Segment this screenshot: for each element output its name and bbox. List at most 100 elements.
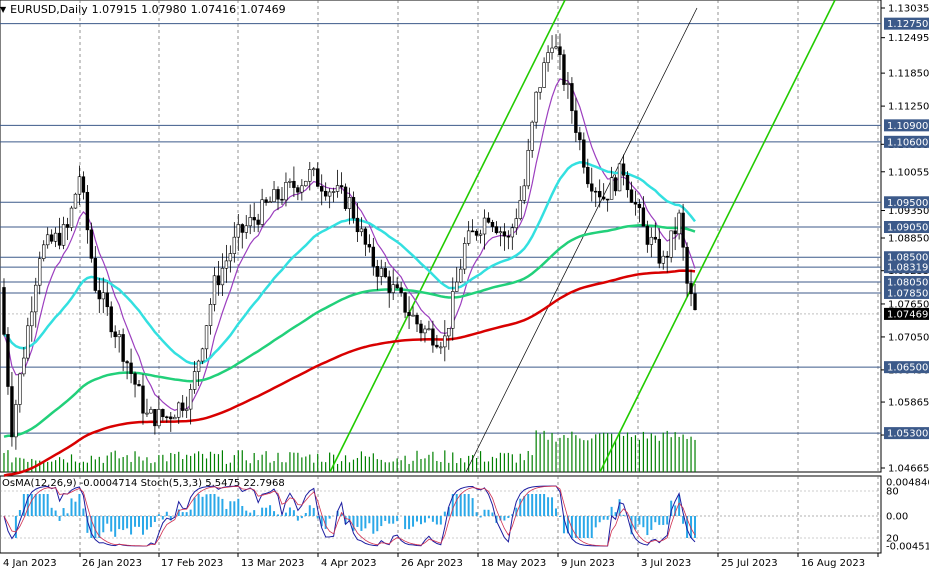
candle-body	[363, 228, 368, 245]
candle-body	[335, 185, 340, 192]
candle-body	[661, 255, 665, 264]
channel-midline[interactable]	[465, 7, 698, 473]
candle-body	[331, 191, 336, 193]
candle-body	[57, 232, 62, 246]
date-tick-label: 16 Aug 2023	[801, 558, 865, 569]
candle-body	[645, 225, 650, 245]
axis-tick-label: 1.07050	[888, 332, 929, 343]
price-level-box	[884, 361, 929, 374]
candle-body	[121, 334, 125, 362]
channel-line[interactable]	[329, 0, 566, 473]
axis-tick-label: 1.10055	[888, 167, 929, 178]
candle-body	[97, 290, 102, 300]
indicator-axis-label: 20	[886, 534, 899, 545]
price-level-box	[884, 17, 929, 30]
candle-body	[673, 230, 677, 235]
candle-body	[653, 236, 658, 240]
candle-body	[574, 110, 578, 133]
trend-channels[interactable]	[329, 0, 836, 473]
candle-body	[566, 83, 570, 85]
close-value: 1.07469	[240, 2, 286, 16]
candle-body	[149, 409, 153, 414]
price-level-label: 1.10900	[887, 121, 928, 132]
candle-body	[157, 409, 161, 427]
candle-body	[276, 189, 280, 200]
candle-body	[514, 218, 519, 229]
stoch-line	[3, 485, 696, 547]
price-level-box	[884, 307, 929, 320]
candle-body	[641, 207, 646, 227]
candle-body	[165, 416, 169, 419]
price-level-label: 1.07850	[887, 288, 928, 299]
candle-body	[621, 163, 626, 176]
candle-body	[570, 83, 574, 112]
candle-body	[411, 314, 415, 317]
candle-body	[316, 168, 320, 187]
axis-tick-label: 1.09350	[888, 206, 929, 217]
candle-body	[264, 199, 268, 203]
candle-body	[371, 246, 376, 267]
candle-body	[256, 219, 260, 225]
price-level-box	[884, 135, 929, 148]
moving-averages	[3, 78, 696, 477]
candle-body	[101, 292, 105, 300]
candle-body	[30, 311, 34, 327]
candle-body	[161, 409, 165, 418]
candle-body	[399, 287, 403, 293]
date-tick-label: 25 Jul 2023	[721, 558, 778, 569]
indicator-axis-label: 0.00	[886, 512, 908, 523]
candle-body	[26, 325, 30, 359]
candle-body	[462, 243, 467, 270]
candle-body	[510, 227, 515, 238]
candle-body	[308, 169, 312, 182]
candle-body	[427, 328, 431, 331]
candle-body	[181, 402, 185, 411]
candle-body	[355, 217, 360, 233]
candle-body	[6, 334, 10, 387]
candle-body	[153, 409, 157, 427]
candle-body	[447, 328, 451, 337]
candle-body	[61, 224, 66, 246]
axis-tick-label: 1.04665	[888, 464, 929, 475]
candle-body	[407, 312, 411, 316]
candle-body	[69, 207, 74, 228]
menu-triangle-icon[interactable]: ▼	[0, 4, 7, 14]
indicator-pane-border	[0, 475, 882, 554]
candle-body	[518, 200, 522, 219]
candle-body	[526, 150, 530, 187]
price-level-label: 1.08050	[887, 277, 928, 288]
candle-body	[395, 284, 399, 289]
candle-body	[323, 190, 328, 197]
candle-body	[681, 212, 685, 248]
candle-body	[586, 166, 590, 185]
candle-body	[65, 224, 70, 228]
date-tick-label: 9 Jun 2023	[561, 558, 615, 569]
price-level-box	[884, 119, 929, 132]
candle-body	[466, 230, 471, 244]
candle-body	[204, 325, 209, 350]
price-level-label: 1.12750	[887, 19, 928, 30]
candle-body	[530, 121, 534, 151]
price-level-label: 1.09050	[887, 223, 928, 234]
candle-body	[550, 47, 554, 53]
date-tick-label: 4 Apr 2023	[321, 558, 376, 569]
candle-body	[470, 230, 475, 233]
candle-body	[502, 231, 507, 237]
candle-body	[590, 183, 594, 192]
candle-body	[188, 389, 193, 410]
indicator-axis-label: 0.0048468	[886, 478, 929, 489]
candle-body	[236, 224, 240, 238]
candle-body	[280, 198, 284, 201]
candlesticks	[2, 33, 697, 450]
moving-average-line	[3, 223, 696, 438]
candle-body	[677, 212, 681, 235]
candle-body	[387, 276, 391, 293]
osma-histogram	[0, 490, 881, 539]
horizontal-levels	[0, 23, 881, 434]
date-tick-label: 17 Feb 2023	[161, 558, 223, 569]
channel-line[interactable]	[599, 0, 836, 473]
candle-body	[192, 371, 197, 390]
candle-body	[633, 202, 638, 205]
candle-body	[319, 186, 324, 192]
